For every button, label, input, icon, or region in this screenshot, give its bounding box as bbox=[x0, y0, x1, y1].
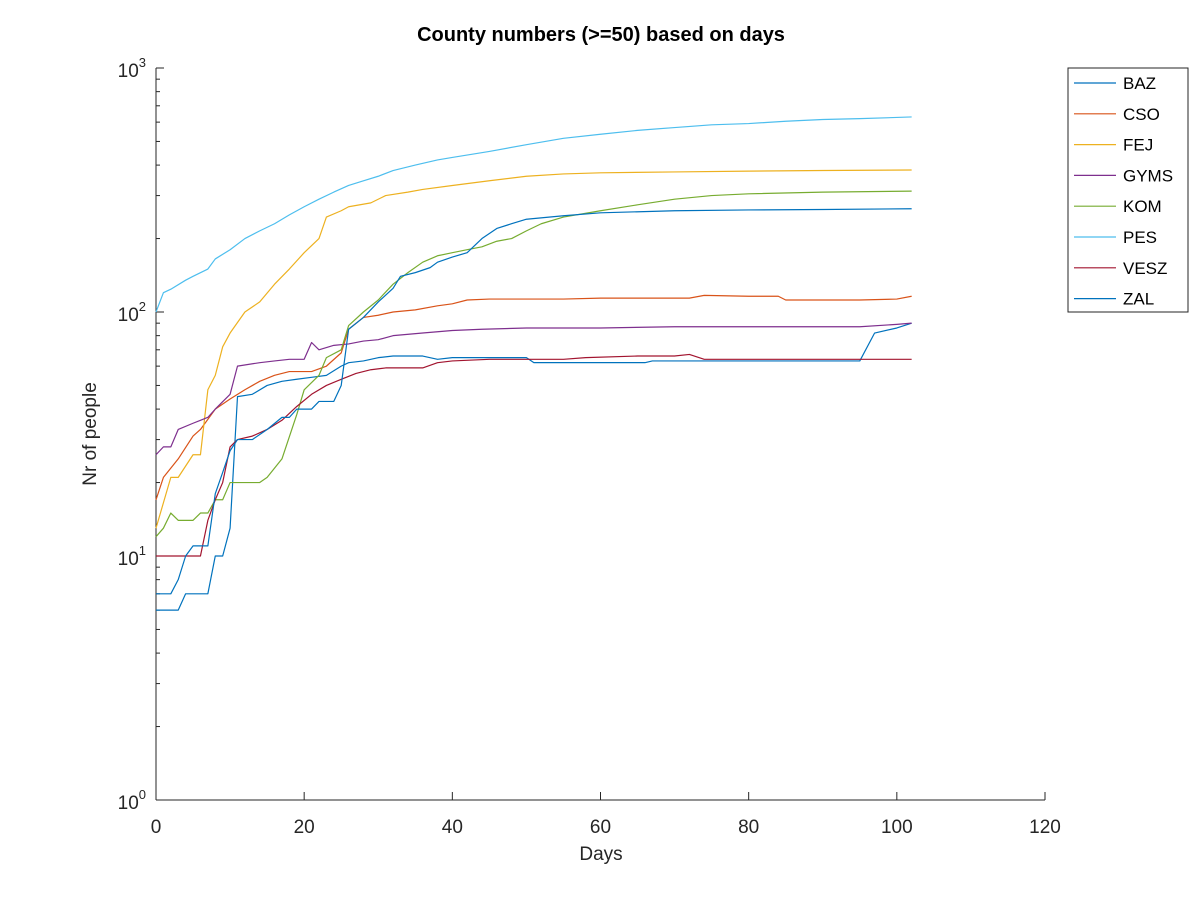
legend-label-vesz: VESZ bbox=[1123, 259, 1167, 278]
series-line-fej bbox=[155, 169, 912, 529]
series-line-baz bbox=[156, 322, 912, 611]
y-tick-label: 101 bbox=[118, 543, 146, 570]
x-tick-label: 0 bbox=[151, 817, 162, 838]
series-line-gyms bbox=[155, 322, 912, 456]
y-tick-label: 102 bbox=[118, 299, 146, 326]
x-tick-label: 120 bbox=[1029, 817, 1061, 838]
x-tick-label: 100 bbox=[881, 817, 913, 838]
series-group bbox=[155, 116, 912, 611]
y-tick-label: 103 bbox=[118, 55, 146, 82]
series-line-cso bbox=[155, 294, 912, 500]
y-axis-label: Nr of people bbox=[80, 382, 101, 486]
y-ticks: 100 101 102 103 bbox=[118, 55, 164, 814]
legend-label-zal: ZAL bbox=[1123, 290, 1154, 309]
y-tick-label: 100 bbox=[118, 787, 146, 814]
series-line-pes bbox=[155, 116, 912, 313]
x-axis-label: Days bbox=[579, 844, 622, 865]
x-tick-label: 20 bbox=[294, 817, 315, 838]
axes bbox=[155, 68, 1045, 801]
legend-label-baz: BAZ bbox=[1123, 74, 1156, 93]
x-ticks: 0 20 40 60 80 100 120 bbox=[151, 792, 1061, 838]
x-tick-label: 80 bbox=[738, 817, 759, 838]
legend-label-gyms: GYMS bbox=[1123, 166, 1173, 185]
legend-box bbox=[1067, 67, 1189, 313]
legend-label-fej: FEJ bbox=[1123, 136, 1153, 155]
x-tick-label: 40 bbox=[442, 817, 463, 838]
legend-label-kom: KOM bbox=[1123, 197, 1162, 216]
x-tick-label: 60 bbox=[590, 817, 611, 838]
legend-label-pes: PES bbox=[1123, 228, 1157, 247]
series-line-kom bbox=[155, 190, 912, 538]
legend-label-cso: CSO bbox=[1123, 105, 1160, 124]
legend: BAZ CSO FEJ GYMS KOM PES VESZ ZAL bbox=[1067, 67, 1189, 313]
chart-title: County numbers (>=50) based on days bbox=[417, 24, 785, 46]
series-line-zal bbox=[156, 208, 912, 595]
